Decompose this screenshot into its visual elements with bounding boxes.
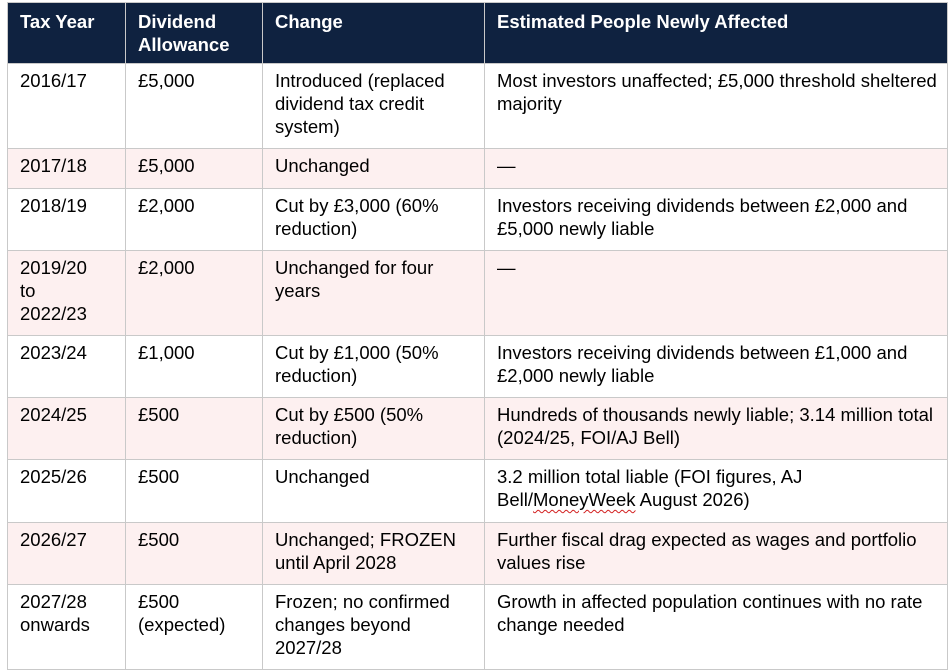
cell-affected: Investors receiving dividends between £1…: [484, 335, 948, 398]
cell-allowance: £500: [125, 397, 263, 460]
cell-tax-year: 2017/18: [7, 148, 126, 189]
header-dividend-allowance: Dividend Allowance: [125, 2, 263, 64]
cell-change: Cut by £1,000 (50% reduction): [262, 335, 485, 398]
cell-tax-year: 2024/25: [7, 397, 126, 460]
cell-change: Introduced (replaced dividend tax credit…: [262, 63, 485, 149]
table-row: 2025/26 £500 Unchanged 3.2 million total…: [7, 459, 948, 523]
cell-change: Unchanged for four years: [262, 250, 485, 336]
table-row: 2027/28 onwards £500 (expected) Frozen; …: [7, 584, 948, 670]
cell-allowance: £500 (expected): [125, 584, 263, 670]
cell-affected: Most investors unaffected; £5,000 thresh…: [484, 63, 948, 149]
cell-affected: Hundreds of thousands newly liable; 3.14…: [484, 397, 948, 460]
cell-allowance: £5,000: [125, 148, 263, 189]
table-row: 2023/24 £1,000 Cut by £1,000 (50% reduct…: [7, 335, 948, 398]
cell-tax-year: 2027/28 onwards: [7, 584, 126, 670]
header-row: Tax Year Dividend Allowance Change Estim…: [7, 2, 948, 64]
cell-change: Frozen; no confirmed changes beyond 2027…: [262, 584, 485, 670]
cell-tax-year: 2018/19: [7, 188, 126, 251]
cell-allowance: £5,000: [125, 63, 263, 149]
header-tax-year: Tax Year: [7, 2, 126, 64]
table-row: 2026/27 £500 Unchanged; FROZEN until Apr…: [7, 522, 948, 585]
cell-change: Unchanged; FROZEN until April 2028: [262, 522, 485, 585]
table-row: 2024/25 £500 Cut by £500 (50% reduction)…: [7, 397, 948, 460]
cell-affected: Investors receiving dividends between £2…: [484, 188, 948, 251]
cell-affected: Growth in affected population continues …: [484, 584, 948, 670]
header-change: Change: [262, 2, 485, 64]
table-row: 2019/20 to 2022/23 £2,000 Unchanged for …: [7, 250, 948, 336]
spellcheck-flagged-word: MoneyWeek: [533, 489, 636, 510]
cell-allowance: £500: [125, 459, 263, 523]
header-people-affected: Estimated People Newly Affected: [484, 2, 948, 64]
cell-change: Unchanged: [262, 148, 485, 189]
cell-tax-year: 2025/26: [7, 459, 126, 523]
cell-allowance: £2,000: [125, 188, 263, 251]
cell-allowance: £2,000: [125, 250, 263, 336]
cell-tax-year: 2016/17: [7, 63, 126, 149]
cell-affected: Further fiscal drag expected as wages an…: [484, 522, 948, 585]
cell-change: Cut by £500 (50% reduction): [262, 397, 485, 460]
cell-affected: —: [484, 250, 948, 336]
cell-change: Unchanged: [262, 459, 485, 523]
table-row: 2016/17 £5,000 Introduced (replaced divi…: [7, 63, 948, 149]
cell-tax-year: 2023/24: [7, 335, 126, 398]
affected-text-end: August 2026): [635, 489, 750, 510]
dividend-allowance-table: Tax Year Dividend Allowance Change Estim…: [7, 2, 948, 670]
cell-tax-year: 2019/20 to 2022/23: [7, 250, 126, 336]
cell-affected: —: [484, 148, 948, 189]
table-row: 2018/19 £2,000 Cut by £3,000 (60% reduct…: [7, 188, 948, 251]
cell-tax-year: 2026/27: [7, 522, 126, 585]
table-row: 2017/18 £5,000 Unchanged —: [7, 148, 948, 189]
cell-allowance: £1,000: [125, 335, 263, 398]
cell-change: Cut by £3,000 (60% reduction): [262, 188, 485, 251]
cell-allowance: £500: [125, 522, 263, 585]
cell-affected: 3.2 million total liable (FOI figures, A…: [484, 459, 948, 523]
affected-text-start: 3.2 million total liable (FOI figures, A…: [497, 466, 803, 510]
